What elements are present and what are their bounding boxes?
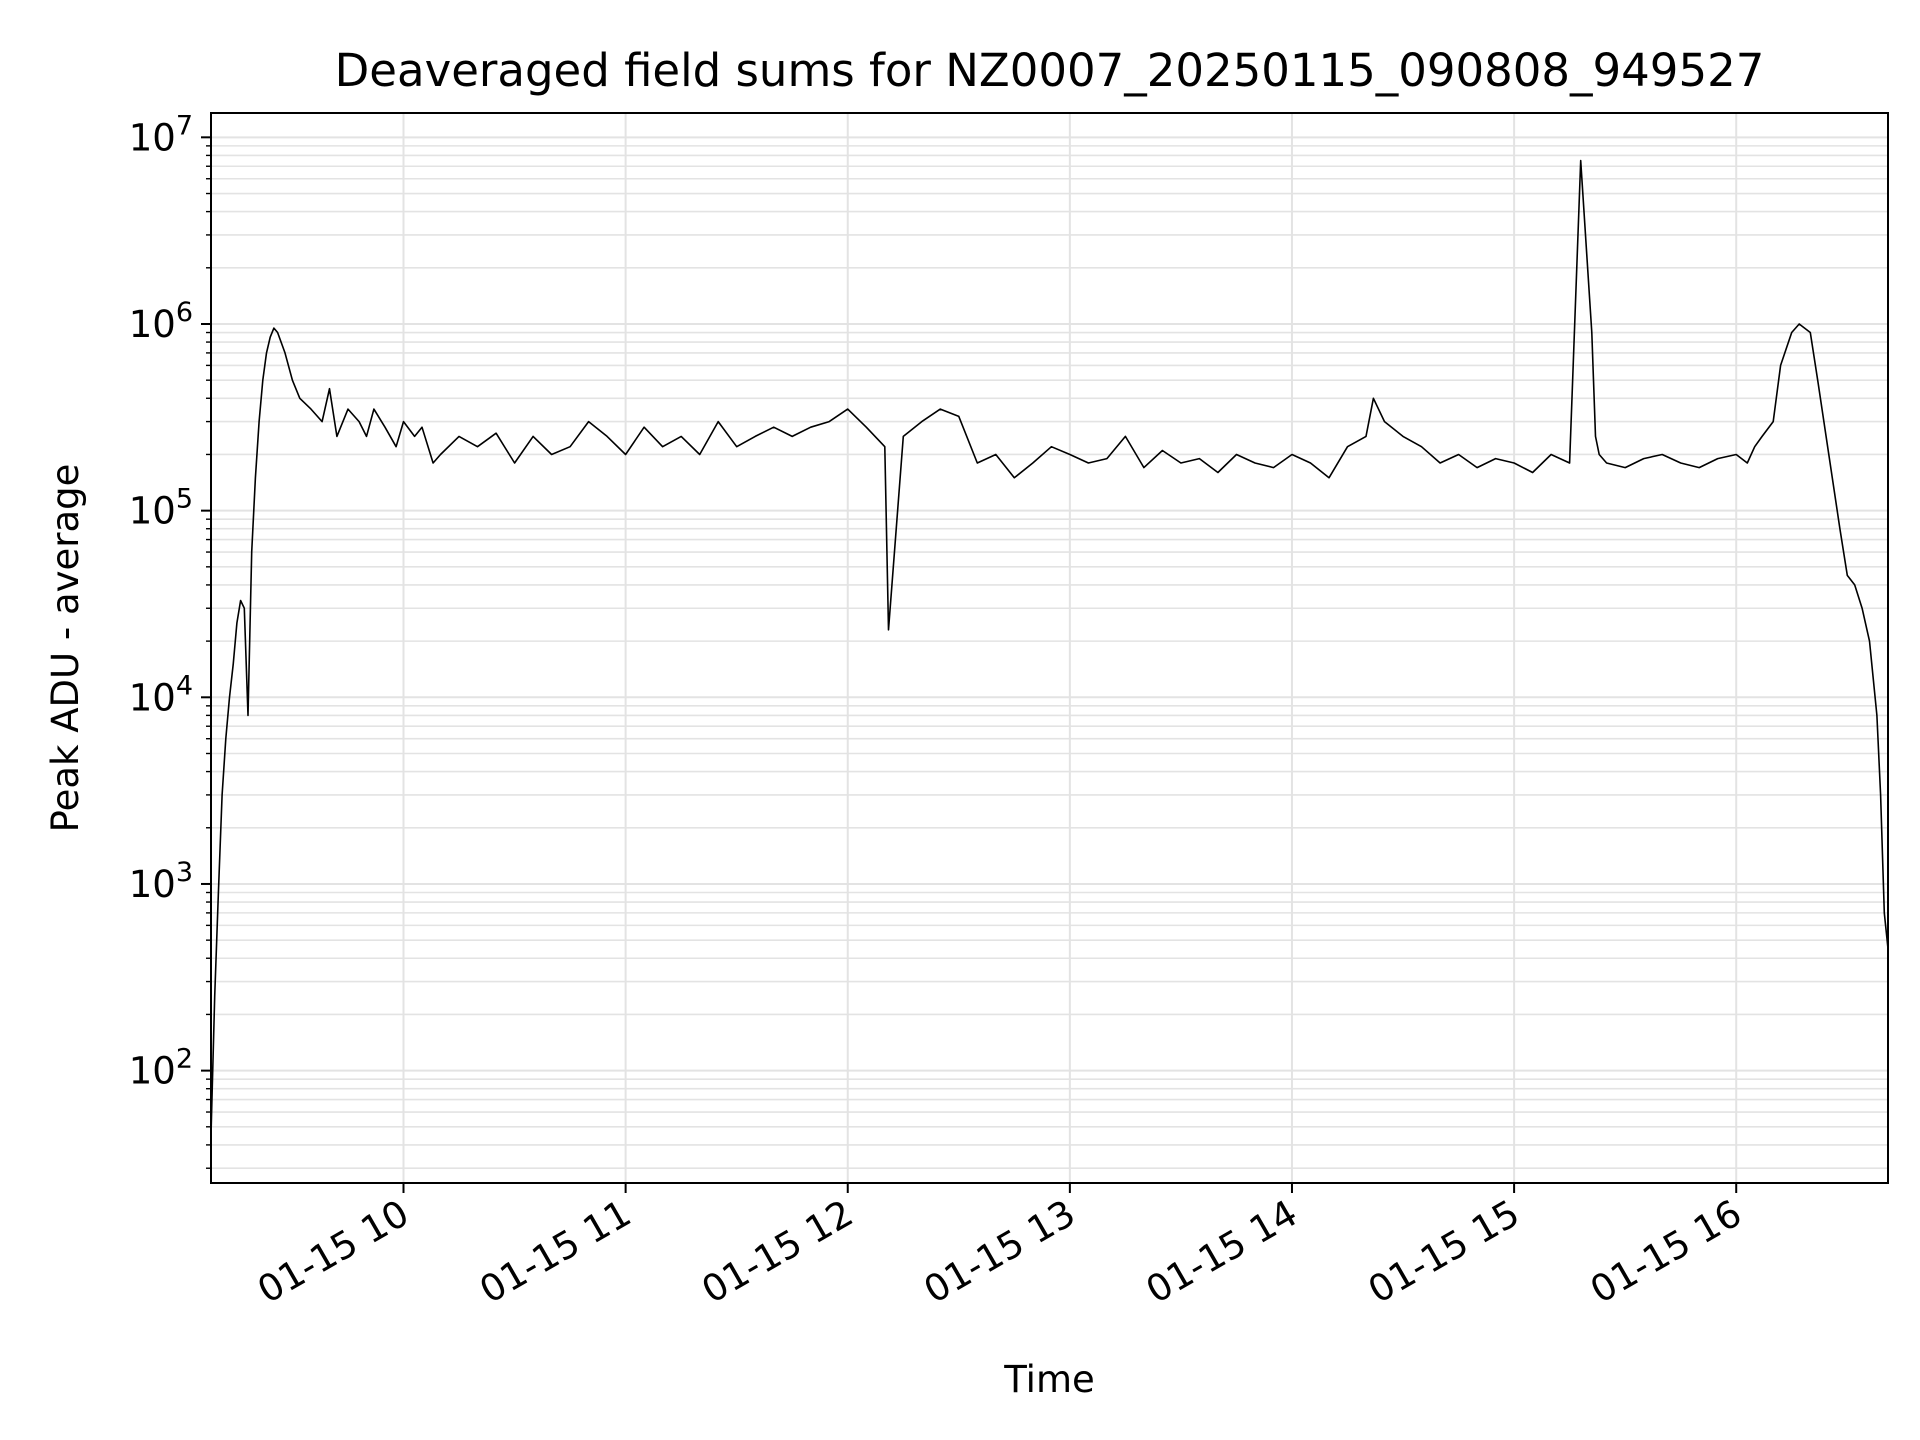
y-tick-label: 107	[129, 110, 193, 159]
y-tick-label: 105	[129, 484, 193, 533]
series-line	[210, 159, 1889, 1136]
y-tick-label: 103	[129, 857, 193, 906]
plot-frame	[210, 112, 1889, 1184]
grid-lines	[211, 113, 1888, 1183]
x-axis-label: Time	[1003, 1358, 1095, 1401]
chart-title: Deaveraged field sums for NZ0007_2025011…	[335, 44, 1765, 97]
y-tick-label: 102	[129, 1044, 193, 1093]
y-axis-label: Peak ADU - average	[44, 464, 87, 833]
y-tick-label: 106	[129, 297, 193, 346]
y-axis: 102 103 104 105 106 107	[129, 110, 211, 1169]
y-tick-label: 104	[129, 670, 193, 719]
